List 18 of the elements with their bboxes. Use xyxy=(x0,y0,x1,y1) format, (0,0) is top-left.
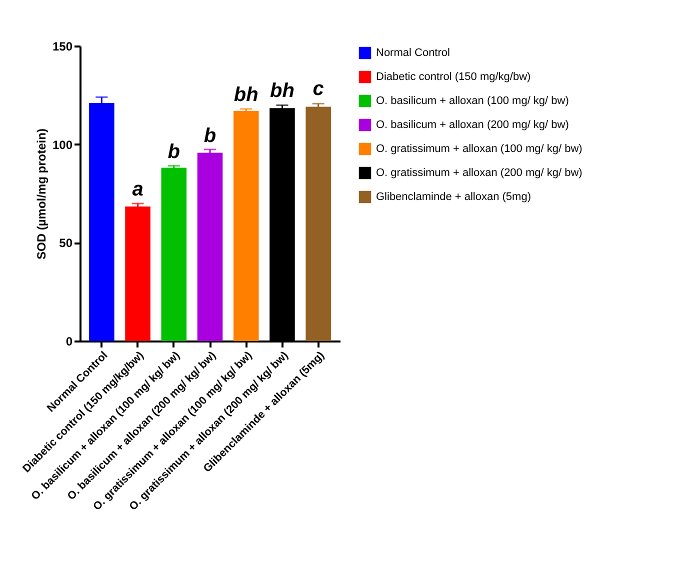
annotation: bh xyxy=(270,80,294,102)
y-tick-label: 50 xyxy=(59,236,73,250)
legend-label: O. gratissimum + alloxan (100 mg/ kg/ bw) xyxy=(376,143,582,155)
y-tick-label: 150 xyxy=(52,40,73,54)
annotation: bh xyxy=(234,84,258,106)
annotation: a xyxy=(132,178,144,200)
legend-label: O. basilicum + alloxan (200 mg/ kg/ bw) xyxy=(376,119,569,131)
legend-label: O. gratissimum + alloxan (200 mg/ kg/ bw) xyxy=(376,167,582,179)
y-tick-label: 0 xyxy=(66,334,73,348)
y-axis-title: SOD (µmol/mg protein) xyxy=(34,128,48,260)
legend-label: Diabetic control (150 mg/kg/bw) xyxy=(376,71,531,83)
annotation: c xyxy=(312,78,324,100)
y-tick-label: 100 xyxy=(52,138,73,152)
annotation: b xyxy=(168,140,180,163)
annotation: b xyxy=(204,125,216,148)
legend-label: O. basilicum + alloxan (100 mg/ kg/ bw) xyxy=(376,95,569,107)
legend-label: Normal Control xyxy=(376,47,450,59)
legend-label: Glibenclaminde + alloxan (5mg) xyxy=(376,191,531,203)
